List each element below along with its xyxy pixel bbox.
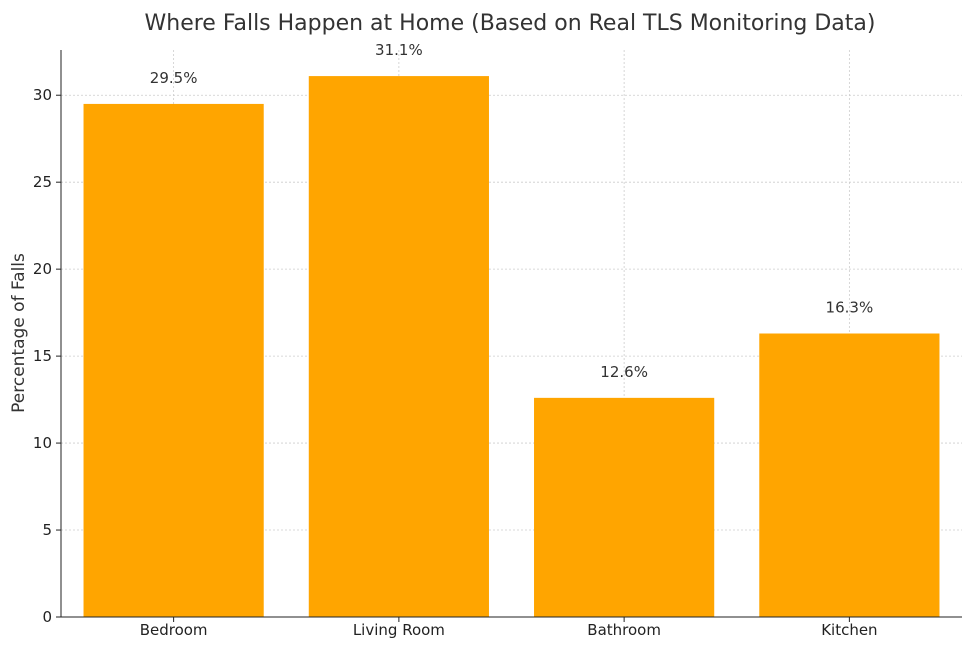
bar-living-room — [308, 76, 489, 617]
bar-bedroom — [83, 103, 264, 617]
y-tick-label: 15 — [33, 347, 52, 365]
y-tick-label: 5 — [42, 521, 52, 539]
x-tick-label: Bathroom — [587, 621, 661, 639]
axes — [56, 50, 962, 622]
x-tick-label: Living Room — [353, 621, 445, 639]
x-tick-label: Kitchen — [821, 621, 877, 639]
y-tick-label: 0 — [42, 608, 52, 626]
y-tick-label: 20 — [33, 260, 52, 278]
y-axis-label: Percentage of Falls — [9, 253, 29, 413]
data-label: 31.1% — [375, 41, 423, 59]
bars — [83, 76, 940, 617]
labels: 0 5 10 15 20 25 30 Bedroom 29.5% Living Room 31.1%… — [33, 41, 878, 639]
chart-title: Where Falls Happen at Home (Based on Rea… — [145, 11, 876, 36]
bar-kitchen — [759, 333, 940, 617]
bar-bathroom — [534, 397, 715, 617]
data-label: 12.6% — [600, 363, 648, 381]
data-label: 16.3% — [826, 299, 874, 317]
y-tick-label: 25 — [33, 173, 52, 191]
y-tick-label: 30 — [33, 86, 52, 104]
y-tick-label: 10 — [33, 434, 52, 452]
data-label: 29.5% — [150, 69, 198, 87]
x-tick-label: Bedroom — [140, 621, 208, 639]
